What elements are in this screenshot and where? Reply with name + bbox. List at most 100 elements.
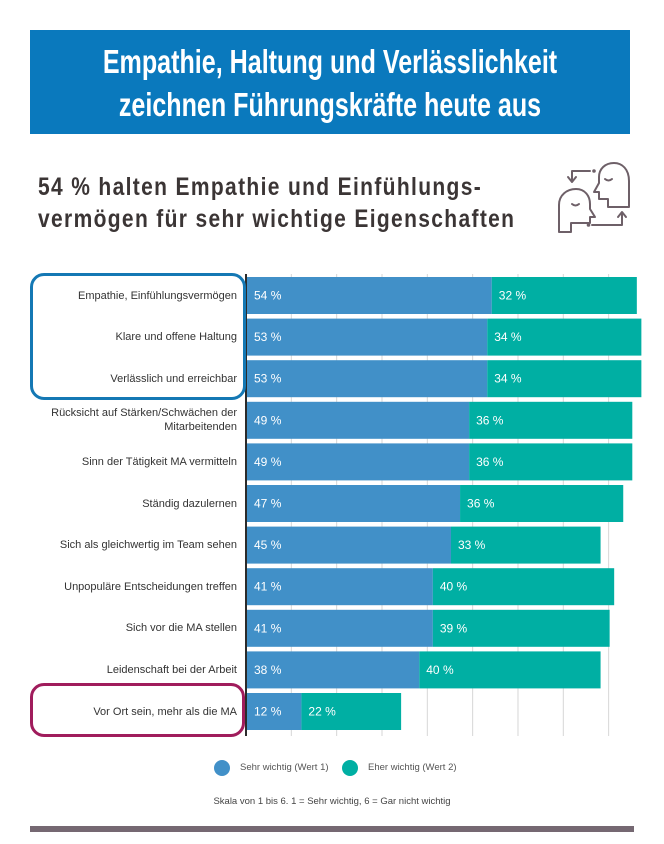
bar-segment-eher-wichtig-wert-2 — [487, 318, 642, 356]
bar-segment-sehr-wichtig-wert-1 — [247, 401, 470, 439]
bar-segment-sehr-wichtig-wert-1 — [247, 443, 470, 481]
category-label-text: Sich vor die MA stellen — [125, 622, 237, 635]
right-head-closed-eye-icon — [604, 178, 613, 182]
page-title-line-2: zeichnen Führungskräfte heute aus — [118, 86, 542, 123]
category-label: Verlässlich und erreichbar — [30, 360, 237, 397]
legend-label-sehr-wichtig: Sehr wichtig (Wert 1) — [240, 762, 329, 773]
value-label: 41 % — [254, 580, 282, 594]
category-label-text: Leidenschaft bei der Arbeit — [106, 663, 237, 676]
value-label: 53 % — [254, 330, 282, 344]
bar-segment-sehr-wichtig-wert-1 — [247, 485, 461, 522]
left-head-closed-eye-icon — [571, 203, 580, 207]
legend-swatch-sehr-wichtig — [214, 760, 230, 776]
value-number: 36 — [476, 455, 490, 469]
value-unit: % — [267, 455, 281, 469]
value-label: 36 % — [467, 497, 495, 511]
highlight-box-lowest — [30, 683, 245, 737]
value-number: 22 — [308, 705, 322, 719]
legend-label-eher-wichtig: Eher wichtig (Wert 2) — [368, 762, 457, 773]
bar-segment-eher-wichtig-wert-2 — [469, 443, 633, 481]
value-unit: % — [489, 455, 503, 469]
subtitle-line-2: vermögen für sehr wichtige Eigenschaften — [38, 205, 516, 233]
category-label: Ständig dazulernen — [30, 485, 237, 522]
footer-divider-bar — [30, 826, 634, 832]
value-unit: % — [508, 330, 522, 344]
bar-segment-sehr-wichtig-wert-1 — [247, 360, 488, 398]
category-label-text: Rücksicht auf Stärken/Schwächen der Mita… — [51, 407, 237, 434]
value-label: 34 % — [494, 330, 522, 344]
category-label-text: Vor Ort sein, mehr als die MA — [93, 705, 237, 718]
highlight-box-top-three — [30, 273, 246, 400]
two-heads-exchange-icon — [558, 162, 630, 233]
category-label-text: Klare und offene Haltung — [115, 331, 238, 344]
value-label: 49 % — [254, 413, 282, 427]
value-unit: % — [267, 330, 281, 344]
value-number: 53 — [254, 330, 268, 344]
bar-segment-eher-wichtig-wert-2 — [491, 277, 637, 314]
left-head-outline-icon — [558, 188, 596, 233]
value-label: 39 % — [440, 621, 468, 635]
value-number: 40 — [440, 580, 454, 594]
bar-segment-sehr-wichtig-wert-1 — [247, 277, 492, 314]
category-label-text: Ständig dazulernen — [142, 497, 237, 510]
value-label: 41 % — [254, 621, 282, 635]
right-head-outline-icon — [593, 162, 630, 208]
bar-segment-sehr-wichtig-wert-1 — [247, 318, 488, 356]
category-label: Leidenschaft bei der Arbeit — [30, 651, 237, 688]
category-label-text: Sinn der Tätigkeit MA vermitteln — [81, 455, 237, 468]
value-label: 36 % — [476, 413, 504, 427]
value-label: 36 % — [476, 455, 504, 469]
category-label: Rücksicht auf Stärken/Schwächen der Mita… — [30, 402, 237, 439]
value-number: 32 — [499, 289, 513, 303]
category-label: Sich als gleichwertig im Team sehen — [30, 527, 237, 564]
value-number: 54 — [254, 289, 268, 303]
value-unit: % — [267, 538, 281, 552]
value-unit: % — [267, 289, 281, 303]
value-unit: % — [267, 705, 281, 719]
value-number: 45 — [254, 538, 268, 552]
value-number: 39 — [440, 621, 454, 635]
chart-legend: Sehr wichtig (Wert 1) Eher wichtig (Wert… — [0, 760, 664, 776]
value-unit: % — [489, 413, 503, 427]
value-number: 36 — [476, 413, 490, 427]
arrow-dot-icon — [592, 169, 596, 173]
value-unit: % — [267, 621, 281, 635]
value-unit: % — [267, 372, 281, 386]
value-unit: % — [267, 580, 281, 594]
value-number: 38 — [254, 663, 268, 677]
legend-swatch-eher-wichtig — [342, 760, 358, 776]
value-label: 32 % — [499, 289, 527, 303]
bar-segment-sehr-wichtig-wert-1 — [247, 609, 433, 647]
value-unit: % — [322, 705, 336, 719]
bar-segment-eher-wichtig-wert-2 — [301, 693, 402, 730]
arrow-dot-icon — [586, 223, 591, 227]
value-label: 45 % — [254, 538, 282, 552]
scale-footnote: Skala von 1 bis 6. 1 = Sehr wichtig, 6 =… — [213, 796, 451, 807]
value-label: 38 % — [254, 663, 282, 677]
value-unit: % — [508, 372, 522, 386]
value-number: 40 — [426, 663, 440, 677]
bar-segment-eher-wichtig-wert-2 — [419, 651, 601, 689]
bar-segment-eher-wichtig-wert-2 — [432, 609, 610, 647]
category-label: Sich vor die MA stellen — [30, 610, 237, 647]
value-unit: % — [453, 621, 467, 635]
bar-segment-eher-wichtig-wert-2 — [469, 401, 633, 439]
value-label: 34 % — [494, 372, 522, 386]
value-label: 47 % — [254, 497, 282, 511]
category-label: Klare und offene Haltung — [30, 319, 238, 356]
value-label: 33 % — [458, 538, 486, 552]
category-label: Sinn der Tätigkeit MA vermitteln — [30, 443, 237, 480]
category-label: Vor Ort sein, mehr als die MA — [30, 693, 237, 730]
category-label: Empathie, Einfühlungsvermögen — [30, 277, 237, 314]
bar-segment-eher-wichtig-wert-2 — [450, 526, 601, 564]
value-unit: % — [267, 497, 281, 511]
header-banner: Empathie, Haltung und Verlässlichkeit ze… — [30, 30, 630, 134]
value-unit: % — [480, 497, 494, 511]
value-unit: % — [512, 289, 526, 303]
bar-segment-sehr-wichtig-wert-1 — [247, 651, 420, 689]
page-title-line-1: Empathie, Haltung und Verlässlichkeit — [102, 43, 558, 80]
value-number: 49 — [254, 455, 268, 469]
value-number: 33 — [458, 538, 472, 552]
bar-segment-eher-wichtig-wert-2 — [487, 360, 642, 398]
